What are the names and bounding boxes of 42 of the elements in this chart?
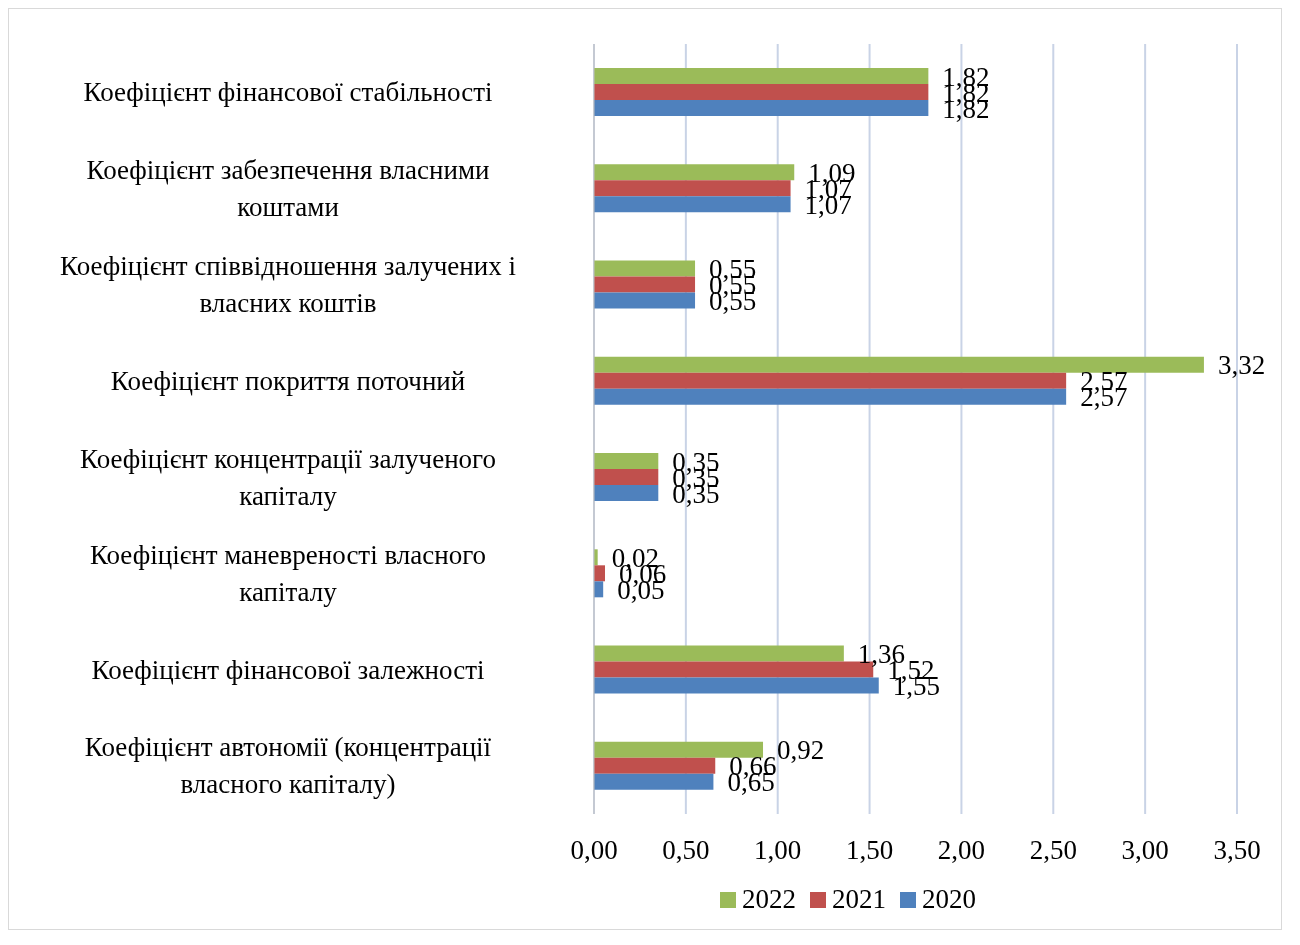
bar [594, 180, 791, 197]
x-tick-label: 0,50 [662, 835, 710, 866]
bar [594, 677, 879, 694]
x-tick-label: 3,00 [1121, 835, 1169, 866]
legend-label: 2020 [922, 884, 976, 915]
bar [594, 356, 1204, 373]
y-tick-label: Коефіцієнт концентрації залученого капіталу [79, 443, 497, 511]
bar [594, 292, 696, 309]
y-tick-label: Коефіцієнт фінансової стабільності [83, 77, 493, 108]
bar [594, 773, 714, 790]
legend-label: 2021 [832, 884, 886, 915]
y-tick-label: Коефіцієнт покриття поточний [110, 365, 466, 396]
bar [594, 565, 606, 582]
x-tick-label: 2,50 [1029, 835, 1077, 866]
x-tick-label: 0,00 [570, 835, 618, 866]
bar [594, 100, 929, 117]
data-label: 0,92 [777, 735, 825, 766]
bar [594, 469, 659, 486]
bar [594, 84, 929, 101]
x-tick-label: 1,50 [845, 835, 894, 866]
bar [594, 645, 844, 662]
y-tick-label: Коефіцієнт маневреності власного капіталу [89, 539, 487, 607]
bar [594, 388, 1067, 405]
bar [594, 196, 791, 213]
bar [594, 276, 696, 293]
bar [594, 485, 659, 502]
x-tick-label: 1,00 [754, 835, 802, 866]
bar [594, 453, 659, 470]
bar [594, 164, 795, 181]
bar [594, 757, 716, 774]
bar [594, 260, 696, 277]
data-label: 3,32 [1217, 350, 1266, 381]
y-tick-label: Коефіцієнт забезпечення власними коштами [86, 154, 490, 222]
legend-label: 2022 [742, 884, 796, 915]
bar [594, 372, 1067, 389]
bar [594, 68, 929, 85]
x-tick-label: 2,00 [937, 835, 986, 866]
bar [594, 741, 764, 758]
y-tick-label: Коефіцієнт автономії (концентрації власного капіталу) [84, 732, 492, 800]
x-tick-label: 3,50 [1213, 835, 1261, 866]
y-tick-label: Коефіцієнт співвідношення залучених і власних коштів [60, 251, 516, 319]
y-tick-label: Коефіцієнт фінансової залежності [91, 654, 485, 685]
